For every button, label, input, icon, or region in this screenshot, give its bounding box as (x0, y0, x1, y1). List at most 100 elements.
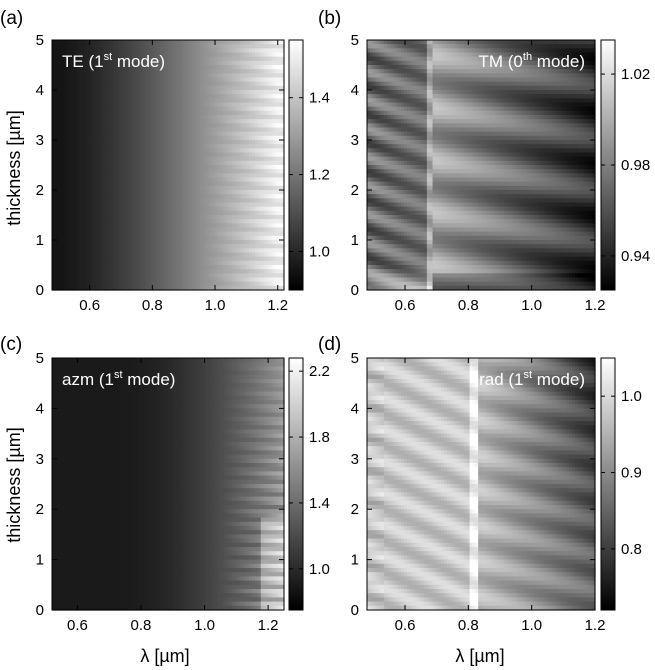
heatmap-cell (98, 198, 102, 204)
heatmap-cell (237, 165, 242, 170)
heatmap-cell (133, 240, 137, 245)
heatmap-cell (127, 60, 131, 66)
heatmap-cell (104, 240, 108, 245)
heatmap-cell (211, 194, 215, 199)
heatmap-cell (141, 148, 146, 154)
heatmap-cell (66, 215, 70, 220)
heatmap-cell (136, 98, 140, 104)
heatmap-cell (118, 90, 123, 95)
heatmap-cell (66, 260, 70, 266)
heatmap-cell (252, 160, 256, 166)
heatmap-cell (124, 60, 128, 66)
heatmap-cell (252, 256, 256, 262)
heatmap-cell (205, 52, 210, 58)
heatmap-cell (278, 152, 282, 158)
heatmap-cell (92, 194, 97, 199)
heatmap-cell (226, 85, 230, 91)
heatmap-cell (52, 119, 56, 124)
heatmap-cell (118, 77, 123, 83)
heatmap-cell (199, 227, 204, 233)
heatmap-cell (228, 190, 233, 195)
heatmap-cell (249, 81, 253, 87)
heatmap-cell (98, 185, 102, 191)
heatmap-cell (205, 260, 210, 266)
heatmap-cell (240, 48, 244, 54)
heatmap-cell (63, 156, 68, 162)
heatmap-cell (54, 69, 59, 74)
heatmap-cell (269, 160, 273, 166)
heatmap-cell (272, 56, 276, 62)
heatmap-cell (182, 102, 186, 108)
heatmap-cell (153, 227, 157, 233)
heatmap-cell (104, 60, 108, 66)
heatmap-cell (72, 198, 76, 204)
heatmap-cell (127, 194, 131, 199)
heatmap-cell (130, 119, 134, 124)
heatmap-cell (110, 227, 114, 233)
heatmap-cell (278, 60, 282, 66)
heatmap-cell (217, 115, 221, 120)
heatmap-cell (95, 210, 99, 216)
heatmap-cell (165, 256, 169, 262)
heatmap-cell (121, 181, 126, 187)
heatmap-cell (220, 123, 224, 129)
heatmap-cell (185, 131, 189, 137)
heatmap-cell (197, 69, 201, 74)
heatmap-cell (240, 156, 244, 162)
heatmap-cell (57, 173, 62, 179)
heatmap-cell (237, 56, 242, 62)
heatmap-cell (275, 140, 279, 145)
heatmap-cell (211, 152, 215, 158)
heatmap-cell (162, 77, 166, 83)
heatmap-cell (266, 119, 271, 124)
heatmap-cell (240, 244, 244, 249)
heatmap-cell (199, 173, 204, 179)
heatmap-cell (223, 206, 227, 212)
heatmap-cell (118, 85, 123, 91)
heatmap-cell (211, 202, 215, 208)
heatmap-cell (173, 73, 178, 79)
heatmap-cell (52, 169, 56, 174)
heatmap-cell (185, 185, 189, 191)
heatmap-cell (269, 102, 273, 108)
heatmap-cell (124, 77, 128, 83)
heatmap-cell (98, 248, 102, 254)
heatmap-cell (223, 56, 227, 62)
heatmap-cell (118, 231, 123, 237)
heatmap-cell (52, 140, 56, 145)
heatmap-cell (170, 131, 175, 137)
heatmap-cell (121, 85, 126, 91)
heatmap-cell (217, 119, 221, 124)
heatmap-cell (179, 248, 184, 254)
heatmap-cell (121, 160, 126, 166)
heatmap-cell (118, 244, 123, 249)
heatmap-cell (118, 144, 123, 149)
heatmap-cell (275, 202, 279, 208)
heatmap-cell (188, 260, 192, 266)
heatmap-cell (263, 60, 268, 66)
heatmap-cell (121, 94, 126, 99)
heatmap-cell (147, 248, 152, 254)
heatmap-cell (130, 144, 134, 149)
heatmap-cell (217, 248, 221, 254)
heatmap-cell (78, 119, 82, 124)
heatmap-cell (54, 144, 59, 149)
heatmap-cell (66, 69, 70, 74)
heatmap-cell (139, 65, 143, 70)
heatmap-cell (275, 144, 279, 149)
heatmap-cell (57, 156, 62, 162)
heatmap-cell (98, 173, 102, 179)
heatmap-cell (101, 152, 105, 158)
heatmap-cell (81, 215, 85, 220)
heatmap-cell (246, 173, 250, 179)
heatmap-cell (130, 244, 134, 249)
heatmap-cell (197, 40, 201, 45)
heatmap-cell (136, 252, 140, 258)
heatmap-cell (101, 131, 105, 137)
heatmap-cell (54, 256, 59, 262)
heatmap-cell (141, 90, 146, 95)
heatmap-cell (226, 144, 230, 149)
heatmap-cell (266, 85, 271, 91)
heatmap-cell (223, 77, 227, 83)
heatmap-cell (83, 169, 88, 174)
